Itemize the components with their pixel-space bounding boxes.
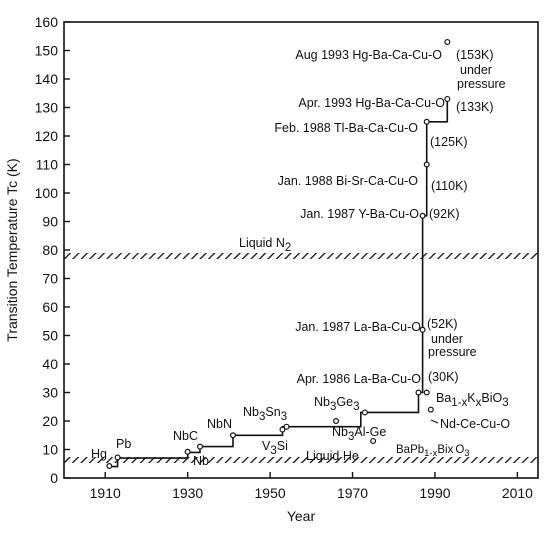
liquid-he-band (64, 457, 538, 463)
data-point (283, 423, 290, 430)
data-point (361, 409, 368, 416)
data-point (427, 406, 434, 413)
data-points (106, 38, 451, 470)
label-pb: Pb (116, 437, 131, 451)
data-point (229, 432, 236, 439)
label-52k: (52K) (427, 317, 458, 331)
y-tick-label: 160 (35, 14, 59, 30)
nd-ce-leader (430, 419, 439, 424)
data-point (423, 161, 430, 168)
data-point (279, 426, 286, 433)
label-30k: (30K) (428, 370, 459, 384)
label-aug-1993: Aug 1993 Hg-Ba-Ca-Cu-O (295, 48, 442, 62)
label-nbc: NbC (173, 429, 198, 443)
label-liquid-he: Liquid He (306, 449, 359, 463)
y-tick-label: 70 (42, 271, 58, 287)
x-axis-label: Year (287, 508, 316, 524)
label-feb-1988: Feb. 1988 Tl-Ba-Ca-Cu-O (274, 121, 418, 135)
label-hg: Hg (91, 447, 107, 461)
y-tick-label: 110 (36, 157, 59, 173)
y-tick-label: 60 (42, 299, 58, 315)
axis-ticks (64, 21, 519, 479)
label-153k: (153K) (456, 48, 494, 62)
data-point (333, 418, 340, 425)
liquid-n2-band (64, 253, 538, 259)
label-bapbbio3: BaPb1-xBix O3 (396, 444, 470, 459)
data-point (419, 212, 426, 219)
label-125k: (125K) (430, 135, 468, 149)
y-tick-label: 140 (35, 71, 59, 87)
label-pressure-1: pressure (428, 345, 477, 359)
data-point (114, 454, 121, 461)
data-point (370, 437, 377, 444)
y-tick-label: 130 (35, 100, 59, 116)
label-nbn: NbN (207, 417, 232, 431)
x-tick-label: 1990 (419, 485, 450, 501)
label-under-1: under (431, 332, 463, 346)
label-nb3ge3: Nb3Ge3 (314, 395, 359, 413)
data-point (419, 326, 426, 333)
x-tick-label: 1970 (337, 485, 368, 501)
y-tick-label: 40 (42, 356, 58, 372)
x-tick-label: 2010 (502, 485, 533, 501)
data-point (106, 463, 113, 470)
label-liquid-n2: Liquid N2 (239, 236, 291, 254)
label-jan-1987-y: Jan. 1987 Y-Ba-Cu-O (300, 207, 419, 221)
x-tick-label: 1910 (90, 485, 121, 501)
y-tick-label: 150 (35, 43, 59, 59)
label-apr-1986: Apr. 1986 La-Ba-Cu-O (297, 372, 422, 386)
label-v3si: V3Si (262, 439, 288, 457)
label-apr-1993: Apr. 1993 Hg-Ba-Ca-Cu-O (298, 96, 445, 110)
y-tick-labels: 0 10 20 30 40 50 60 70 80 90 100 110 120 130 140 150 160 (35, 14, 59, 486)
label-under-2: under (460, 63, 492, 77)
y-tick-label: 120 (35, 128, 59, 144)
x-tick-label: 1950 (255, 485, 286, 501)
y-axis-label: Transition Temperature Tc (K) (4, 158, 20, 341)
label-nb: Nb (193, 454, 209, 468)
label-nb3alge: Nb3Al-Ge (332, 425, 386, 443)
data-point (197, 443, 204, 450)
data-point (444, 38, 451, 45)
x-tick-label: 1930 (172, 485, 203, 501)
data-point (423, 389, 430, 396)
x-tick-labels: 1910 1930 1950 1970 1990 2010 (90, 485, 534, 501)
y-tick-label: 50 (42, 328, 58, 344)
y-tick-label: 0 (50, 470, 58, 486)
label-pressure-2: pressure (457, 77, 506, 91)
label-jan-1988: Jan. 1988 Bi-Sr-Ca-Cu-O (278, 174, 419, 188)
y-tick-label: 90 (42, 214, 58, 230)
label-jan-1987-la: Jan. 1987 La-Ba-Cu-O (295, 320, 421, 334)
label-nd-ce-cu-o: Nd-Ce-Cu-O (440, 417, 510, 431)
label-92k: (92K) (429, 207, 460, 221)
y-tick-label: 30 (42, 385, 58, 401)
y-tick-label: 80 (42, 242, 58, 258)
data-point (444, 95, 451, 102)
data-point (415, 389, 422, 396)
label-110k: (110K) (431, 179, 468, 193)
label-133k: (133K) (456, 100, 494, 114)
y-tick-label: 100 (35, 185, 59, 201)
label-nb3sn3: Nb3Sn3 (243, 405, 287, 423)
data-point (423, 118, 430, 125)
data-point (184, 448, 191, 455)
label-ba-k-bio3: Ba1-xKxBiO3 (436, 391, 509, 409)
y-tick-label: 10 (42, 442, 58, 458)
y-tick-label: 20 (42, 413, 58, 429)
